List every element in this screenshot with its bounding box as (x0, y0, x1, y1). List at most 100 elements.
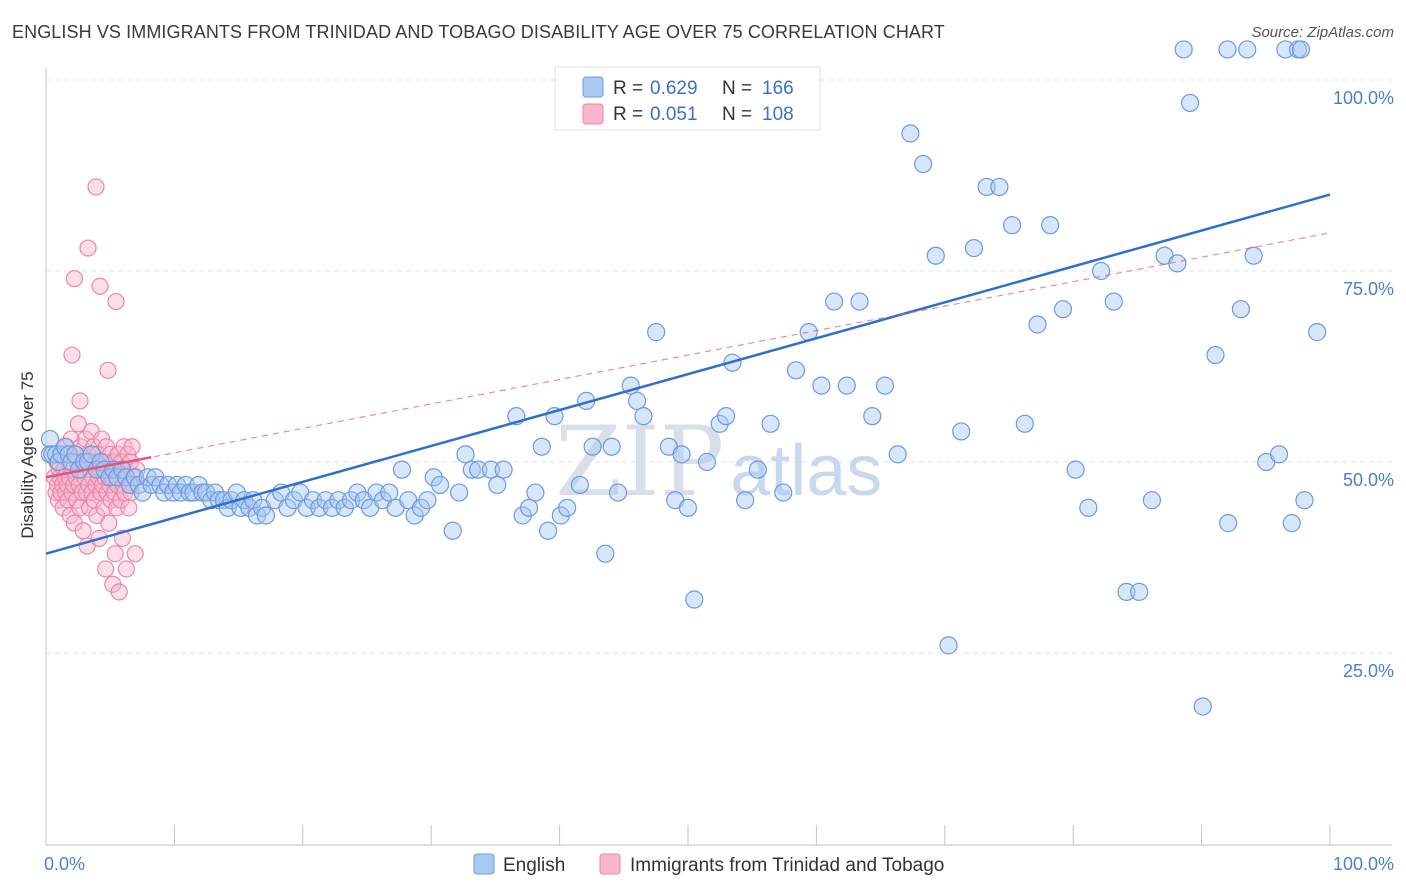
english-point (716, 407, 736, 426)
stats-legend: R = 0.629 N = 166 R = 0.051 N = 108 (554, 66, 821, 131)
legend-trinidad-swatch (582, 103, 604, 125)
trinidad-point (123, 438, 141, 456)
x-tick-label-max: 100.0% (1333, 854, 1394, 874)
english-point (583, 437, 602, 456)
bottom-legend-english-swatch (473, 853, 495, 875)
trinidad-point (106, 545, 124, 563)
english-point (443, 521, 462, 540)
english-point (1282, 514, 1301, 533)
legend-trinidad-n-label: N = (722, 104, 752, 125)
legend-english-n-value: 166 (762, 78, 794, 99)
english-point (850, 292, 869, 311)
trinidad-trend-line-solid (45, 456, 152, 479)
english-trend-line (45, 193, 1331, 555)
english-point (888, 445, 907, 464)
trinidad-point (74, 522, 92, 540)
bottom-legend-trinidad-label: Immigrants from Trinidad and Tobago (630, 855, 944, 876)
english-point (380, 483, 399, 502)
english-point (40, 429, 60, 449)
english-point (964, 238, 984, 258)
trinidad-point (71, 392, 89, 410)
english-point (914, 154, 933, 174)
english-point (1238, 40, 1257, 59)
legend-english-r-label: R = (613, 78, 643, 99)
english-point (526, 483, 545, 502)
english-point (1002, 216, 1022, 235)
legend-english-r-value: 0.629 (650, 78, 698, 99)
english-point (1276, 40, 1295, 59)
trinidad-point (79, 239, 97, 257)
english-point (1269, 445, 1289, 464)
english-point (430, 475, 450, 495)
y-tick-label-25: 25.0% (1343, 661, 1394, 681)
english-point (1295, 491, 1314, 510)
english-point (647, 323, 666, 342)
trinidad-point (99, 361, 117, 379)
english-point (1193, 697, 1212, 716)
legend-english-n-label: N = (722, 78, 752, 99)
english-point (256, 506, 276, 525)
trinidad-point (117, 560, 136, 578)
english-point (634, 407, 653, 426)
english-point (1015, 414, 1034, 433)
english-point (1291, 40, 1311, 59)
english-point (837, 376, 856, 395)
trinidad-point (110, 583, 128, 601)
x-tick-marks (45, 825, 1331, 845)
english-point (456, 445, 475, 464)
english-point (1219, 514, 1238, 533)
english-point (952, 422, 971, 441)
y-tick-label-75: 75.0% (1343, 279, 1394, 299)
english-point (627, 391, 647, 410)
english-series-points (40, 40, 1327, 716)
english-point (697, 452, 717, 472)
english-point (1231, 300, 1250, 319)
legend-trinidad-n-value: 108 (762, 104, 794, 125)
series-legend: English Immigrants from Trinidad and Tob… (473, 853, 944, 876)
english-point (1041, 216, 1060, 235)
english-point (736, 491, 755, 510)
english-point (532, 437, 551, 456)
trinidad-point (120, 499, 138, 517)
y-tick-labels: 25.0% 50.0% 75.0% 100.0% (1333, 88, 1394, 681)
english-point (812, 376, 831, 395)
english-point (672, 445, 691, 464)
trinidad-point (107, 292, 125, 311)
english-point (1174, 40, 1193, 59)
english-point (926, 246, 945, 265)
english-point (1104, 292, 1123, 311)
english-point (1308, 323, 1327, 342)
english-point (1053, 300, 1073, 319)
english-point (678, 498, 698, 517)
english-point (875, 376, 895, 395)
english-point (608, 483, 628, 502)
trinidad-trend-line (45, 232, 1331, 478)
english-point (1168, 254, 1187, 273)
english-point (1066, 460, 1085, 479)
x-tick-label-min: 0.0% (44, 854, 85, 874)
english-point (990, 177, 1009, 197)
english-point (418, 491, 437, 510)
english-point (1180, 93, 1200, 113)
legend-trinidad-r-label: R = (613, 104, 643, 125)
english-point (1218, 40, 1237, 59)
english-point (761, 414, 780, 433)
trinidad-point (100, 514, 118, 532)
trinidad-point (63, 346, 81, 364)
english-point (1244, 246, 1263, 265)
english-point (1206, 345, 1225, 365)
english-point (1028, 315, 1047, 334)
english-point (392, 460, 412, 479)
english-point (863, 407, 882, 426)
english-point (596, 544, 615, 563)
english-point (1117, 582, 1136, 601)
chart-source: Source: ZipAtlas.com (1251, 24, 1394, 41)
watermark: ZIPatlas (555, 406, 882, 518)
y-tick-label-50: 50.0% (1343, 470, 1394, 490)
chart-title: ENGLISH VS IMMIGRANTS FROM TRINIDAD AND … (12, 22, 945, 42)
trinidad-point (126, 545, 144, 563)
english-point (1130, 582, 1149, 601)
english-point (539, 521, 558, 540)
english-point (748, 460, 767, 479)
bottom-legend-trinidad-swatch (599, 853, 621, 875)
